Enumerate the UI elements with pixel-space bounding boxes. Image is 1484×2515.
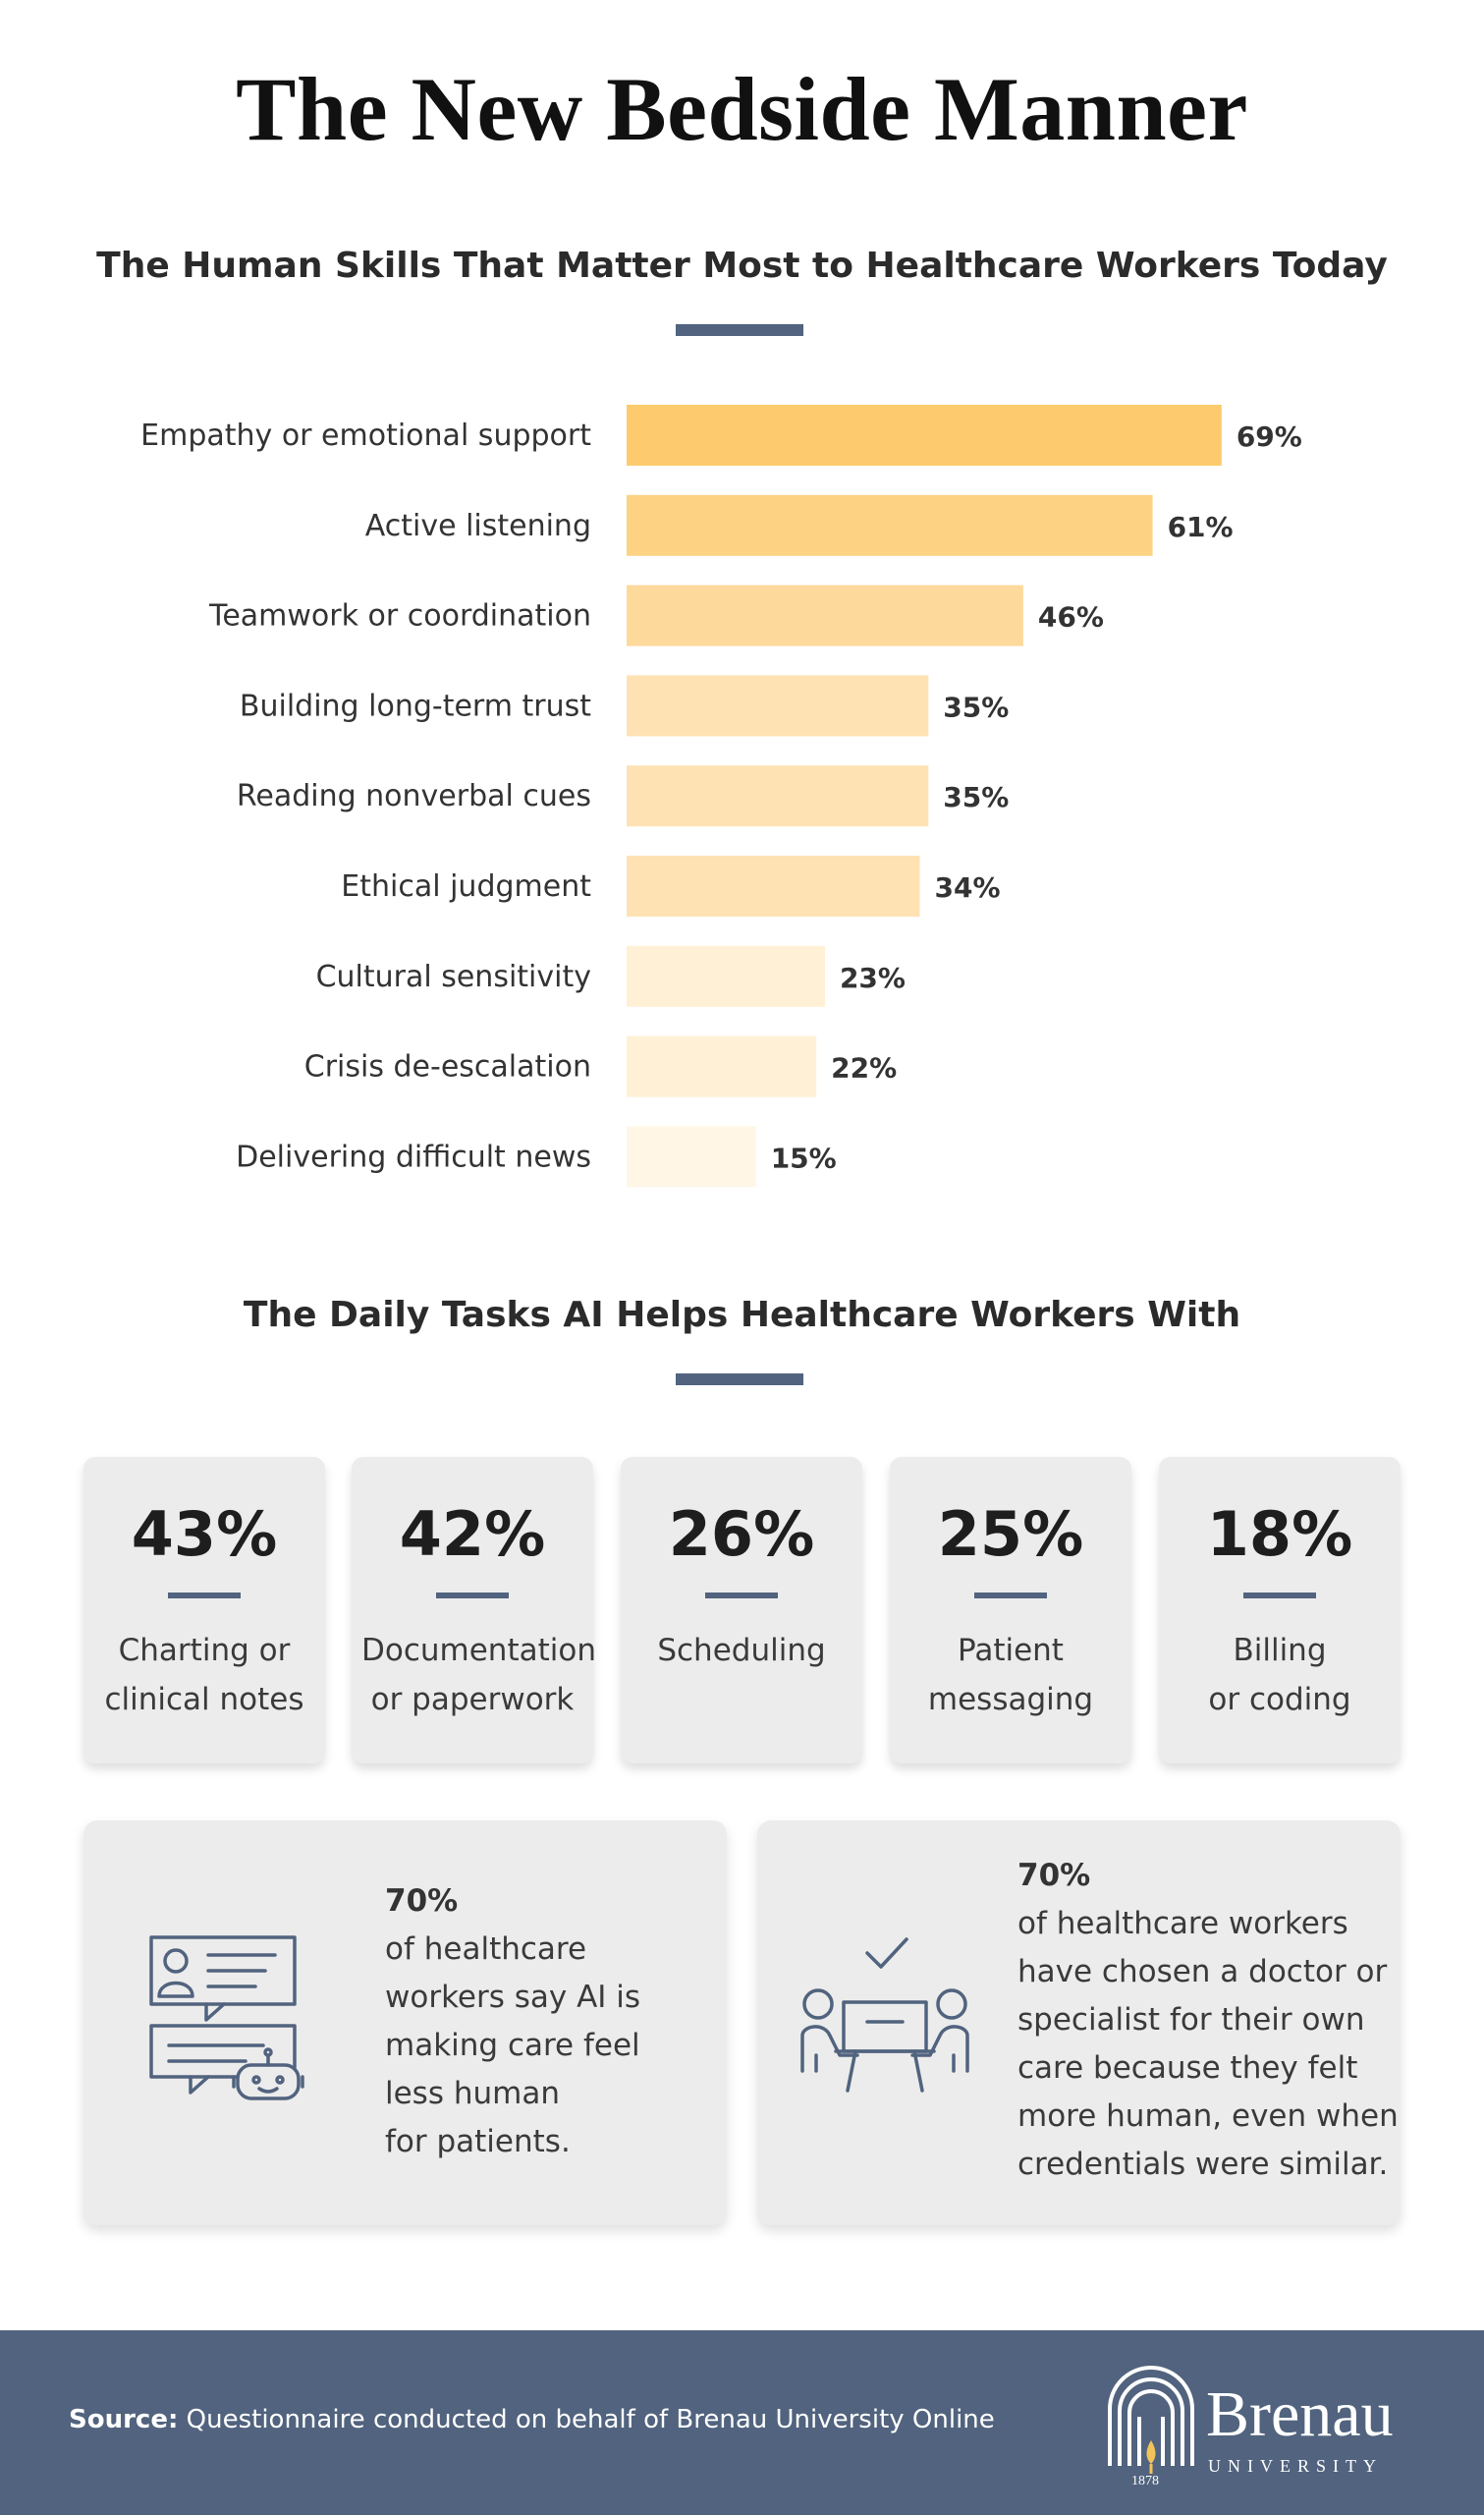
task-percent: 42% bbox=[399, 1498, 546, 1570]
logo-year: 1878 bbox=[1131, 2474, 1159, 2488]
tasks-section-title: The Daily Tasks AI Helps Healthcare Work… bbox=[243, 1295, 1241, 1335]
category-label-delivering-difficult-news: Delivering difficult news bbox=[236, 1140, 591, 1174]
task-rule bbox=[436, 1593, 509, 1598]
task-rule bbox=[168, 1593, 241, 1598]
task-label: Billing or coding bbox=[1208, 1633, 1351, 1717]
task-percent: 25% bbox=[937, 1498, 1084, 1570]
task-card-scheduling: 26% Scheduling bbox=[621, 1457, 862, 1763]
task-label: Scheduling bbox=[657, 1633, 826, 1668]
skills-bar-chart: Empathy or emotional support 69% Active li… bbox=[140, 405, 1302, 1188]
logo-name: Brenau bbox=[1206, 2378, 1394, 2450]
task-label: Documentation or paperwork bbox=[361, 1633, 596, 1717]
value-label-teamwork-or-coordination: 46% bbox=[1038, 601, 1104, 634]
archway-emblem-icon bbox=[1108, 2366, 1194, 2474]
task-card-messaging: 25% Patient messaging bbox=[890, 1457, 1131, 1763]
category-label-reading-nonverbal-cues: Reading nonverbal cues bbox=[237, 779, 591, 813]
task-card-billing: 18% Billing or coding bbox=[1159, 1457, 1401, 1763]
source-label: Source: bbox=[69, 2405, 179, 2434]
task-percent: 43% bbox=[131, 1498, 278, 1570]
stat-text: 70% of healthcare workers say AI is maki… bbox=[385, 1877, 640, 2166]
stat-text: 70% of healthcare workers have chosen a … bbox=[1017, 1852, 1399, 2189]
category-label-empathy-or-emotional-support: Empathy or emotional support bbox=[140, 419, 591, 453]
bar-empathy-or-emotional-support bbox=[627, 405, 1222, 466]
stat-card-ai-less-human: 70% of healthcare workers say AI is maki… bbox=[83, 1820, 727, 2225]
task-card-documentation: 42% Documentation or paperwork bbox=[352, 1457, 596, 1763]
value-label-building-long-term-trust: 35% bbox=[943, 691, 1009, 723]
stat-percent: 70% bbox=[385, 1883, 459, 1919]
logo-subtitle: UNIVERSITY bbox=[1208, 2456, 1383, 2476]
stat-description: of healthcare workers have chosen a doct… bbox=[1017, 1906, 1399, 2182]
bar-building-long-term-trust bbox=[627, 675, 929, 737]
task-label: Patient messaging bbox=[927, 1633, 1094, 1717]
category-label-active-listening: Active listening bbox=[365, 509, 591, 543]
category-label-ethical-judgment: Ethical judgment bbox=[341, 869, 591, 904]
stat-description: of healthcare workers say AI is making c… bbox=[385, 1931, 641, 2159]
bar-cultural-sensitivity bbox=[627, 945, 825, 1007]
skills-section-title: The Human Skills That Matter Most to Hea… bbox=[96, 246, 1388, 286]
task-rule bbox=[974, 1593, 1047, 1598]
stat-percent: 70% bbox=[1017, 1858, 1091, 1893]
task-rule bbox=[1243, 1593, 1316, 1598]
skills-title-rule bbox=[676, 324, 803, 336]
footer: Source: Questionnaire conducted on behal… bbox=[0, 2330, 1484, 2515]
task-card-charting: 43% Charting or clinical notes bbox=[83, 1457, 325, 1763]
tasks-title-rule bbox=[676, 1373, 803, 1385]
page-title: The New Bedside Manner bbox=[236, 59, 1248, 159]
value-label-crisis-de-escalation: 22% bbox=[831, 1052, 897, 1085]
bar-delivering-difficult-news bbox=[627, 1126, 756, 1188]
task-rule bbox=[705, 1593, 778, 1598]
source-note: Source: Questionnaire conducted on behal… bbox=[69, 2405, 995, 2434]
value-label-empathy-or-emotional-support: 69% bbox=[1237, 420, 1302, 453]
category-label-cultural-sensitivity: Cultural sensitivity bbox=[316, 960, 591, 994]
source-text: Questionnaire conducted on behalf of Bre… bbox=[186, 2405, 995, 2434]
bar-ethical-judgment bbox=[627, 856, 920, 917]
value-label-reading-nonverbal-cues: 35% bbox=[943, 781, 1009, 813]
value-label-ethical-judgment: 34% bbox=[935, 871, 1001, 904]
bar-teamwork-or-coordination bbox=[627, 585, 1023, 646]
bar-crisis-de-escalation bbox=[627, 1035, 817, 1097]
task-percent: 18% bbox=[1206, 1498, 1353, 1570]
category-label-crisis-de-escalation: Crisis de-escalation bbox=[304, 1050, 591, 1085]
task-label: Charting or clinical notes bbox=[104, 1633, 304, 1717]
chat-robot-icon bbox=[149, 1935, 304, 2100]
bar-reading-nonverbal-cues bbox=[627, 765, 929, 827]
value-label-active-listening: 61% bbox=[1168, 511, 1234, 543]
brenau-logo: Brenau UNIVERSITY 1878 bbox=[1102, 2358, 1416, 2495]
category-label-building-long-term-trust: Building long-term trust bbox=[240, 689, 591, 723]
value-label-delivering-difficult-news: 15% bbox=[771, 1142, 837, 1174]
task-percent: 26% bbox=[668, 1498, 815, 1570]
stat-card-chose-human-doctor: 70% of healthcare workers have chosen a … bbox=[757, 1820, 1401, 2225]
category-label-teamwork-or-coordination: Teamwork or coordination bbox=[208, 599, 591, 634]
doctor-patient-consultation-icon bbox=[800, 1937, 969, 2093]
value-label-cultural-sensitivity: 23% bbox=[840, 962, 906, 994]
bar-active-listening bbox=[627, 494, 1153, 556]
